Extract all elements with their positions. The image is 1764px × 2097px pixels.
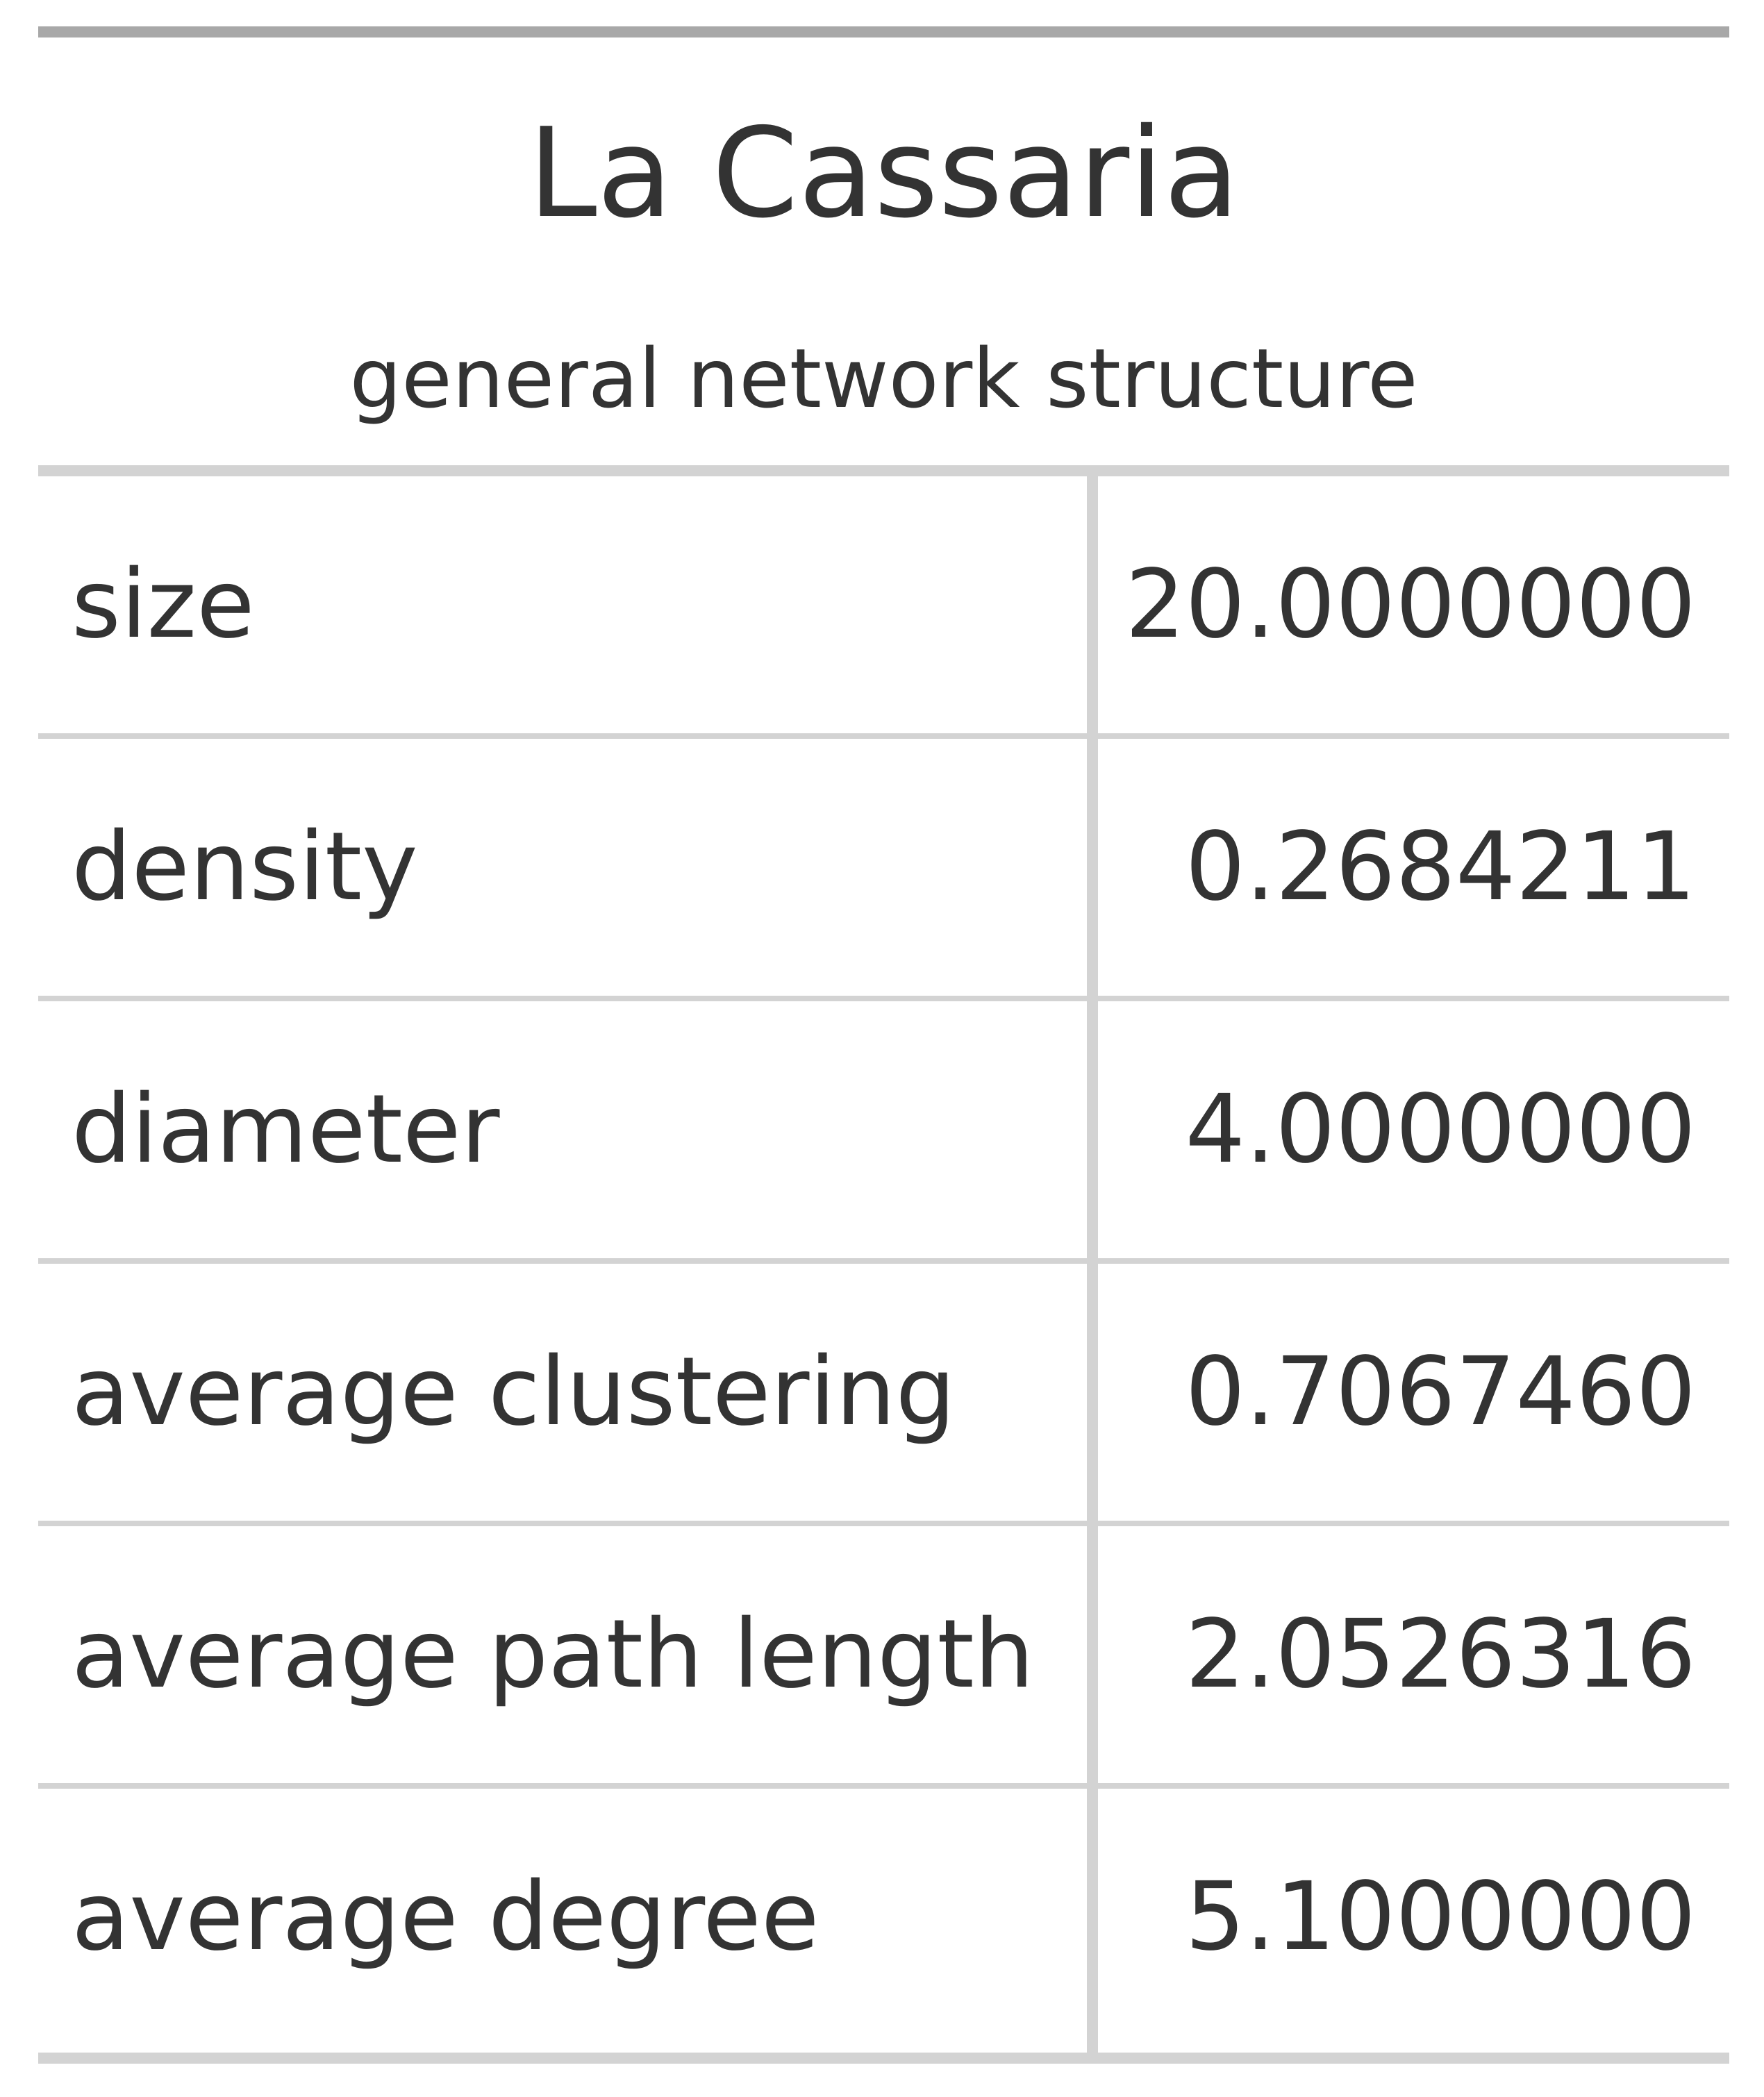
header-rule (38, 465, 1729, 476)
row-value: 2.0526316 (1185, 1600, 1696, 1710)
table-row: density 0.2684211 (38, 739, 1729, 1001)
row-label: average degree (72, 1862, 819, 1972)
row-label: density (72, 812, 418, 922)
row-label: diameter (72, 1075, 500, 1185)
row-value: 0.2684211 (1185, 812, 1696, 922)
row-value: 4.0000000 (1185, 1075, 1696, 1185)
table-top-rule (38, 26, 1729, 37)
table-row: diameter 4.0000000 (38, 1001, 1729, 1264)
row-label: size (72, 550, 255, 660)
row-label: average path length (72, 1600, 1034, 1710)
row-value: 20.0000000 (1125, 550, 1696, 660)
table-bottom-rule (38, 2053, 1729, 2064)
table-body: size 20.0000000 density 0.2684211 diamet… (38, 476, 1729, 2051)
row-label: average clustering (72, 1337, 956, 1447)
table-row: average path length 2.0526316 (38, 1526, 1729, 1789)
table-subtitle: general network structure (349, 331, 1418, 426)
row-value: 0.7067460 (1185, 1337, 1696, 1447)
row-value: 5.1000000 (1185, 1862, 1696, 1972)
column-divider (1087, 476, 1098, 2053)
table-row: average degree 5.1000000 (38, 1789, 1729, 2051)
table-row: size 20.0000000 (38, 476, 1729, 739)
table-row: average clustering 0.7067460 (38, 1264, 1729, 1526)
table-title: La Cassaria (528, 101, 1240, 245)
